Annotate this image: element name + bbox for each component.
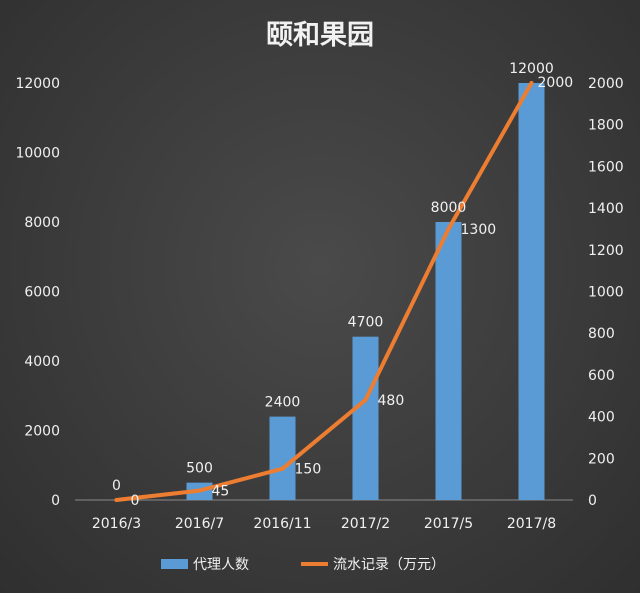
x-tick-label: 2016/7 <box>175 516 224 532</box>
y-right-tick-label: 1600 <box>588 159 624 175</box>
chart-title: 颐和果园 <box>266 20 374 51</box>
bar <box>352 336 379 500</box>
y-left-tick-label: 8000 <box>24 215 60 231</box>
line-data-label: 150 <box>295 462 322 478</box>
y-right-tick-label: 1800 <box>588 118 624 134</box>
y-right-tick-label: 0 <box>588 493 597 509</box>
y-right-tick-label: 200 <box>588 451 615 467</box>
bar <box>435 222 462 500</box>
bar-data-label: 0 <box>112 478 121 494</box>
line-point <box>529 81 534 85</box>
x-tick-label: 2017/5 <box>424 516 473 532</box>
x-tick-label: 2016/3 <box>92 516 141 532</box>
y-left-tick-label: 6000 <box>24 285 60 301</box>
line-series <box>114 81 534 502</box>
legend-swatch-bar <box>161 559 188 569</box>
line-data-label: 0 <box>131 493 140 509</box>
line-point <box>280 466 285 471</box>
y-left-tick-label: 12000 <box>15 76 60 92</box>
y-right-tick-label: 2000 <box>588 76 624 92</box>
y-right-tick-label: 600 <box>588 368 615 384</box>
line-data-label: 1300 <box>461 222 497 238</box>
bar-data-label: 2400 <box>265 395 301 411</box>
line-point <box>197 488 202 493</box>
y-right-tick-label: 400 <box>588 410 615 426</box>
x-tick-label: 2017/2 <box>341 516 390 532</box>
line-point <box>363 397 368 402</box>
bar-data-label: 8000 <box>431 200 467 216</box>
x-tick-label: 2017/8 <box>507 516 556 532</box>
line-point <box>114 498 119 502</box>
bar-data-label: 4700 <box>348 315 384 331</box>
legend-label-bar: 代理人数 <box>193 557 249 573</box>
y-right-tick-label: 800 <box>588 326 615 342</box>
line-data-label: 2000 <box>538 75 574 91</box>
legend-label-line: 流水记录（万元） <box>333 557 445 573</box>
bar-data-label: 500 <box>186 461 213 477</box>
line-data-label: 480 <box>378 393 405 409</box>
y-left-tick-label: 2000 <box>24 424 60 440</box>
line-point <box>446 226 451 231</box>
y-right-tick-label: 1400 <box>588 201 624 217</box>
line-data-label: 45 <box>212 484 230 500</box>
y-left-tick-label: 4000 <box>24 354 60 370</box>
x-tick-label: 2016/11 <box>253 516 311 532</box>
y-left-tick-label: 0 <box>51 493 60 509</box>
bar-data-label: 12000 <box>509 61 554 77</box>
bar <box>269 416 296 500</box>
y-right-tick-label: 1200 <box>588 243 624 259</box>
y-left-tick-label: 10000 <box>15 146 60 162</box>
y-right-tick-label: 1000 <box>588 285 624 301</box>
bar <box>518 83 545 500</box>
